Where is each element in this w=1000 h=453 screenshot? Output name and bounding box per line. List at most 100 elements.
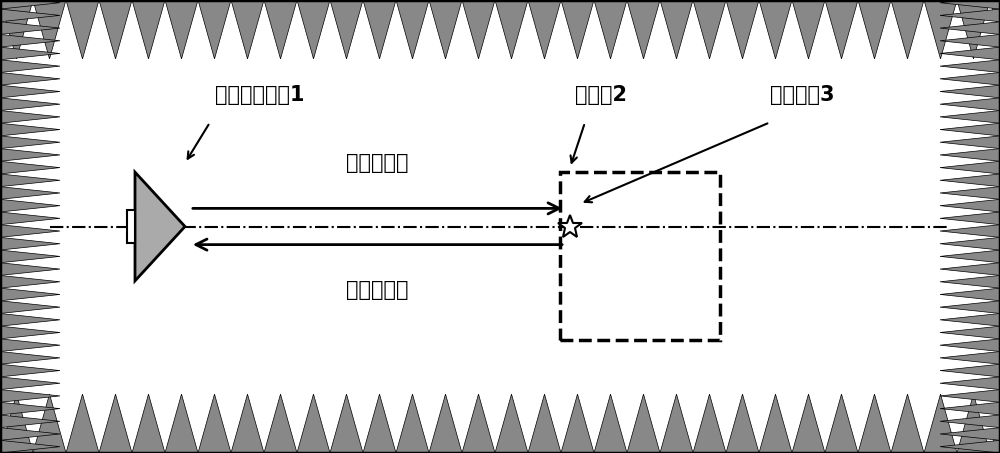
Polygon shape bbox=[594, 0, 627, 59]
Polygon shape bbox=[940, 326, 1000, 339]
Polygon shape bbox=[660, 394, 693, 453]
Polygon shape bbox=[528, 0, 561, 59]
Polygon shape bbox=[231, 394, 264, 453]
Polygon shape bbox=[0, 352, 60, 364]
Text: 散射电磁波: 散射电磁波 bbox=[346, 280, 409, 300]
Polygon shape bbox=[940, 402, 1000, 415]
Polygon shape bbox=[940, 275, 1000, 288]
Polygon shape bbox=[940, 123, 1000, 136]
Polygon shape bbox=[940, 9, 1000, 22]
Polygon shape bbox=[0, 275, 60, 288]
Polygon shape bbox=[66, 0, 99, 59]
Polygon shape bbox=[924, 394, 957, 453]
Polygon shape bbox=[940, 212, 1000, 225]
Polygon shape bbox=[99, 394, 132, 453]
Polygon shape bbox=[0, 288, 60, 301]
Polygon shape bbox=[940, 85, 1000, 98]
Polygon shape bbox=[759, 394, 792, 453]
Polygon shape bbox=[940, 72, 1000, 85]
Polygon shape bbox=[940, 149, 1000, 161]
Polygon shape bbox=[957, 0, 990, 59]
Polygon shape bbox=[0, 111, 60, 123]
Polygon shape bbox=[396, 394, 429, 453]
Polygon shape bbox=[132, 394, 165, 453]
Polygon shape bbox=[462, 394, 495, 453]
Polygon shape bbox=[940, 352, 1000, 364]
Polygon shape bbox=[0, 98, 60, 111]
Polygon shape bbox=[495, 394, 528, 453]
Polygon shape bbox=[990, 0, 1000, 59]
Polygon shape bbox=[940, 301, 1000, 313]
Polygon shape bbox=[132, 0, 165, 59]
Polygon shape bbox=[940, 34, 1000, 47]
Polygon shape bbox=[0, 72, 60, 85]
Polygon shape bbox=[231, 0, 264, 59]
Polygon shape bbox=[0, 390, 60, 402]
Polygon shape bbox=[0, 174, 60, 187]
Polygon shape bbox=[396, 0, 429, 59]
Polygon shape bbox=[940, 313, 1000, 326]
Polygon shape bbox=[693, 394, 726, 453]
Polygon shape bbox=[940, 225, 1000, 237]
Polygon shape bbox=[627, 0, 660, 59]
Polygon shape bbox=[0, 326, 60, 339]
Polygon shape bbox=[0, 440, 60, 453]
Polygon shape bbox=[0, 263, 60, 275]
Polygon shape bbox=[0, 250, 60, 263]
Polygon shape bbox=[940, 250, 1000, 263]
Polygon shape bbox=[561, 394, 594, 453]
Polygon shape bbox=[363, 394, 396, 453]
Polygon shape bbox=[0, 237, 60, 250]
Polygon shape bbox=[135, 172, 185, 281]
Polygon shape bbox=[660, 0, 693, 59]
Polygon shape bbox=[0, 212, 60, 225]
Polygon shape bbox=[66, 394, 99, 453]
Polygon shape bbox=[462, 0, 495, 59]
Polygon shape bbox=[0, 394, 33, 453]
Polygon shape bbox=[0, 34, 60, 47]
Bar bbox=[127, 210, 135, 243]
Polygon shape bbox=[495, 0, 528, 59]
Polygon shape bbox=[858, 0, 891, 59]
Polygon shape bbox=[792, 0, 825, 59]
Polygon shape bbox=[627, 394, 660, 453]
Polygon shape bbox=[198, 394, 231, 453]
Text: 待测目标3: 待测目标3 bbox=[770, 85, 834, 105]
Polygon shape bbox=[429, 0, 462, 59]
Polygon shape bbox=[594, 394, 627, 453]
Polygon shape bbox=[825, 394, 858, 453]
Polygon shape bbox=[0, 0, 60, 9]
Polygon shape bbox=[165, 0, 198, 59]
Text: 照射电磁波: 照射电磁波 bbox=[346, 153, 409, 173]
Polygon shape bbox=[891, 394, 924, 453]
Polygon shape bbox=[165, 394, 198, 453]
Polygon shape bbox=[330, 394, 363, 453]
Polygon shape bbox=[858, 394, 891, 453]
Polygon shape bbox=[0, 9, 60, 22]
Polygon shape bbox=[940, 288, 1000, 301]
Polygon shape bbox=[561, 0, 594, 59]
Polygon shape bbox=[33, 0, 66, 59]
Polygon shape bbox=[528, 394, 561, 453]
Polygon shape bbox=[940, 415, 1000, 428]
Bar bbox=[560, 172, 720, 340]
Polygon shape bbox=[940, 161, 1000, 174]
Polygon shape bbox=[940, 47, 1000, 60]
Polygon shape bbox=[0, 402, 60, 415]
Polygon shape bbox=[0, 313, 60, 326]
Polygon shape bbox=[0, 60, 60, 72]
Polygon shape bbox=[940, 237, 1000, 250]
Polygon shape bbox=[0, 428, 60, 440]
Polygon shape bbox=[0, 377, 60, 390]
Polygon shape bbox=[940, 199, 1000, 212]
Polygon shape bbox=[0, 136, 60, 149]
Polygon shape bbox=[264, 394, 297, 453]
Polygon shape bbox=[363, 0, 396, 59]
Polygon shape bbox=[198, 0, 231, 59]
Polygon shape bbox=[693, 0, 726, 59]
Polygon shape bbox=[940, 98, 1000, 111]
Polygon shape bbox=[940, 440, 1000, 453]
Polygon shape bbox=[990, 394, 1000, 453]
Polygon shape bbox=[940, 111, 1000, 123]
Polygon shape bbox=[0, 161, 60, 174]
